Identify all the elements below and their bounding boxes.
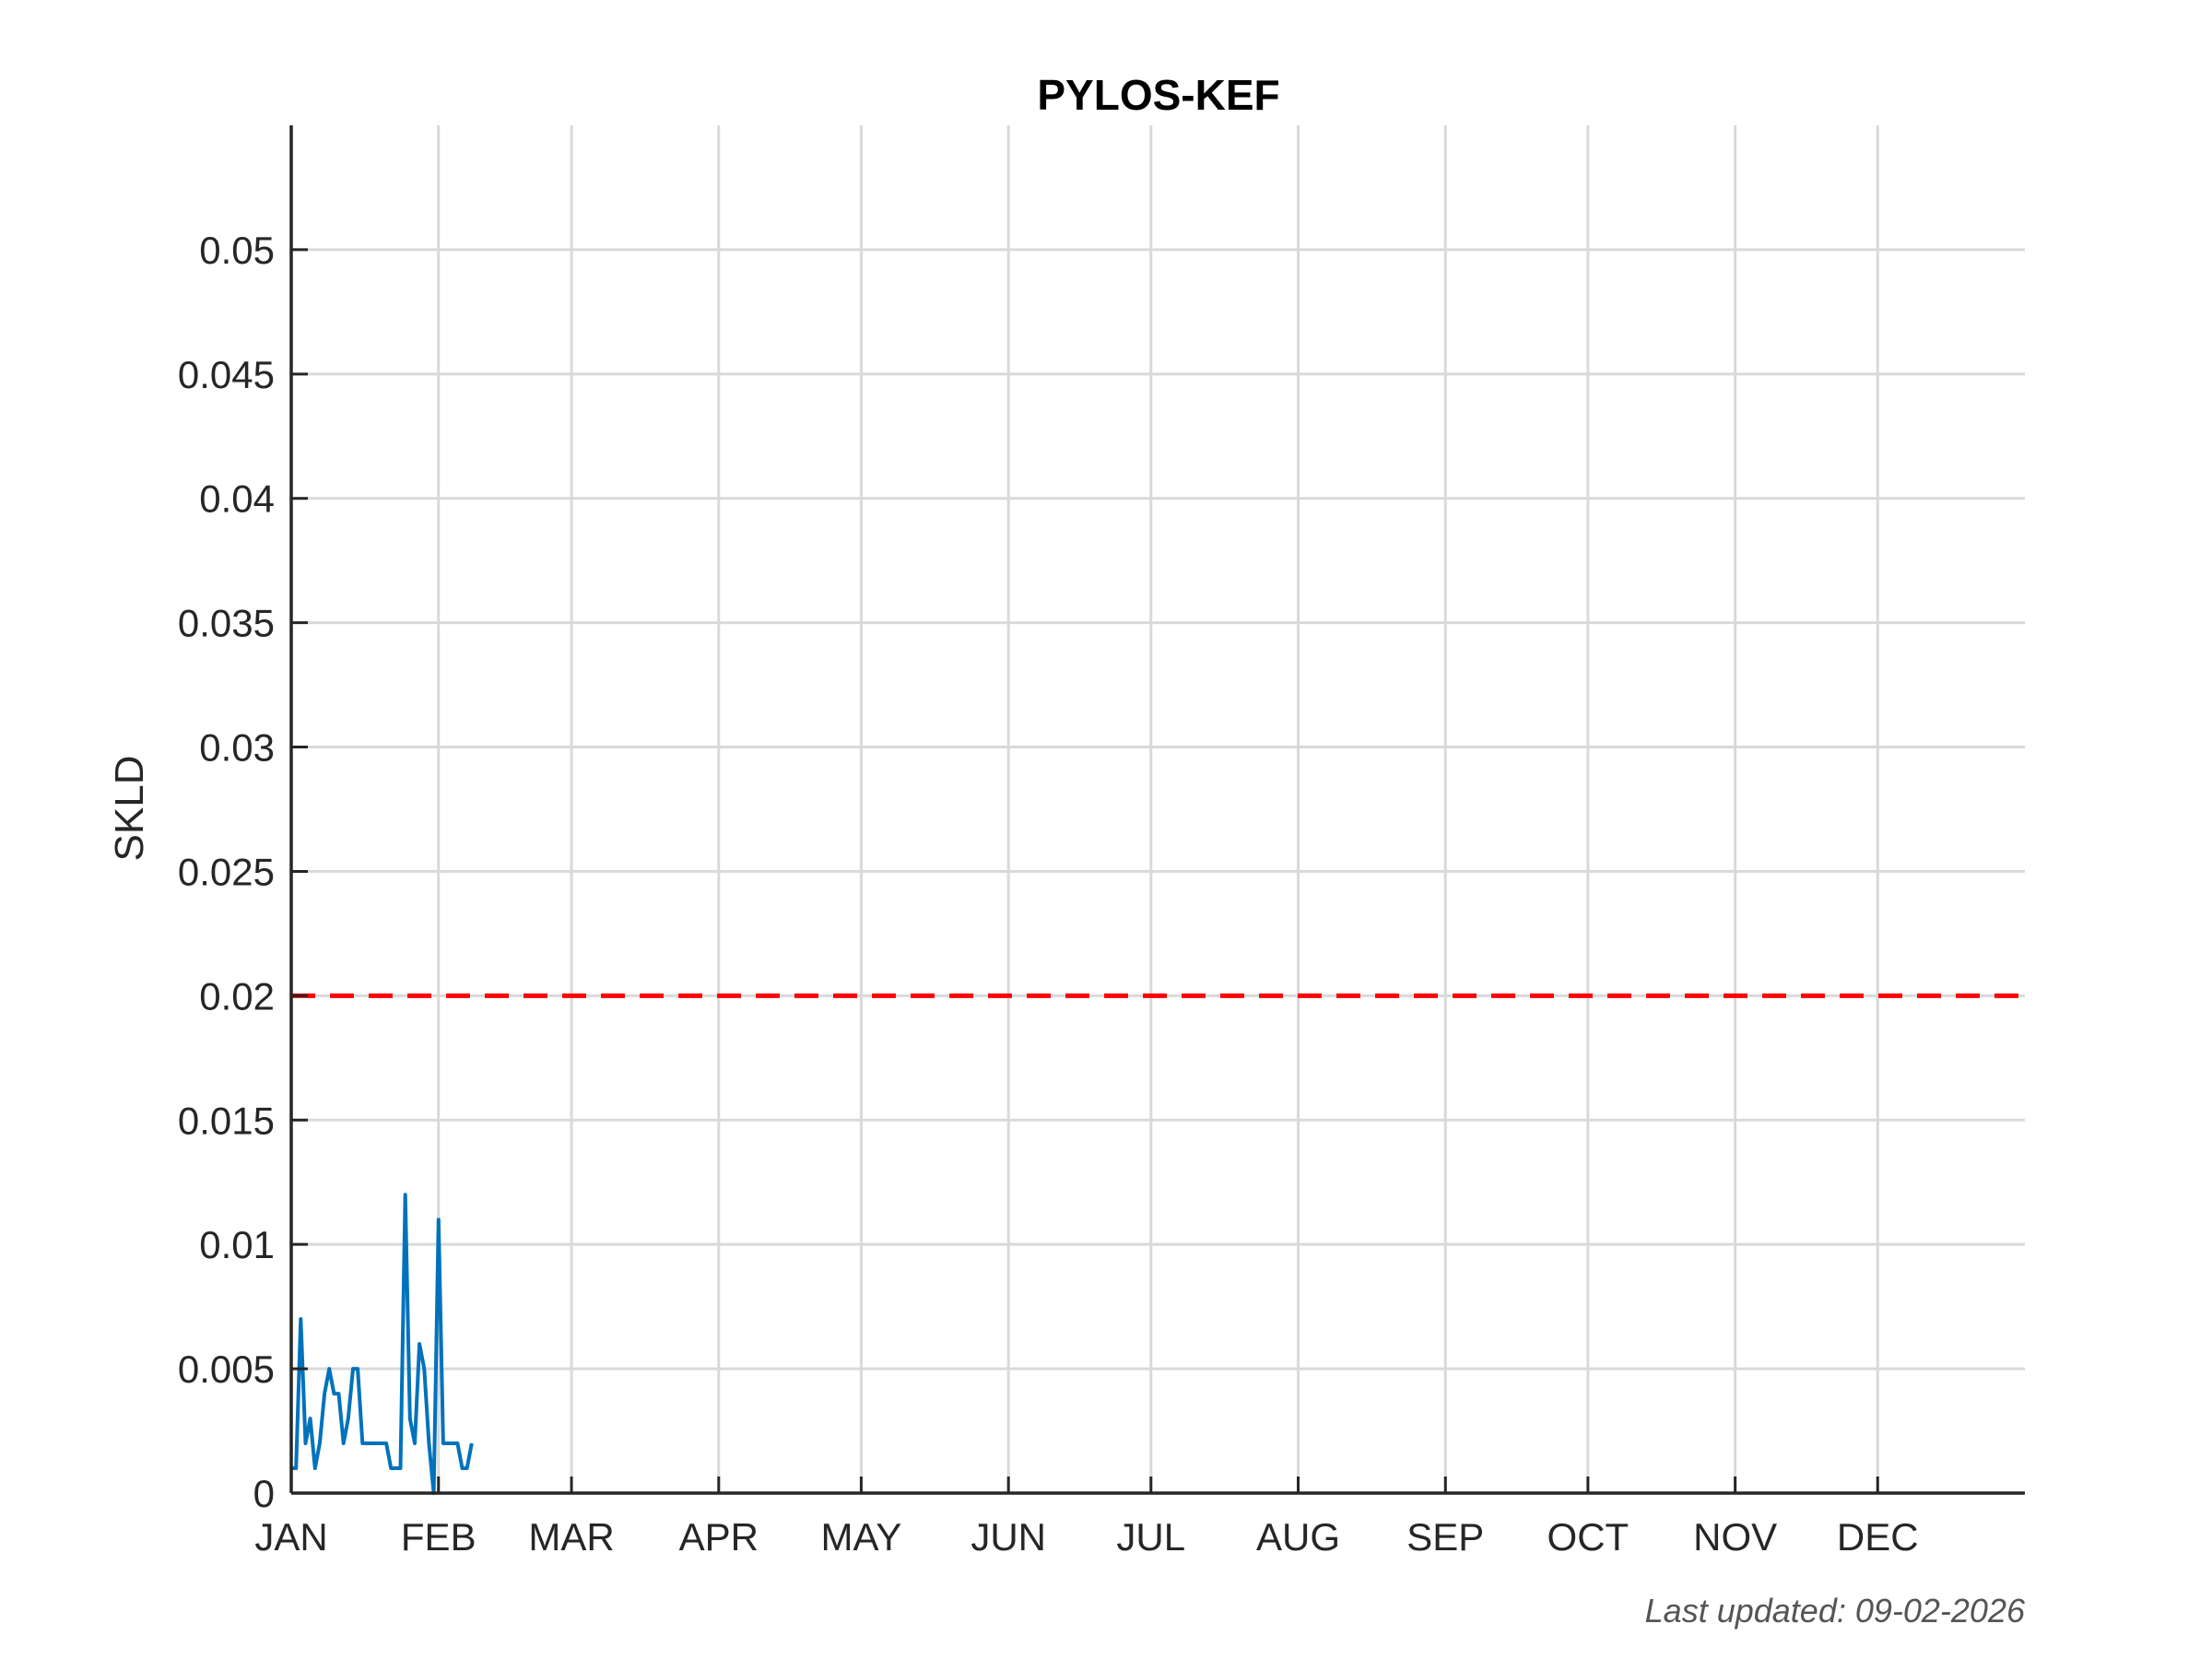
y-tick-label-6: 0.03 xyxy=(199,726,275,770)
y-tick-label-9: 0.045 xyxy=(178,353,275,396)
x-tick-label-jan: JAN xyxy=(254,1515,327,1559)
y-tick-label-1: 0.005 xyxy=(178,1347,275,1391)
x-tick-label-aug: AUG xyxy=(1256,1515,1340,1559)
last-updated-text: Last updated: 09-02-2026 xyxy=(1645,1592,2026,1630)
ticks: JAN FEB MAR APR MAY JUN JUL AUG SEP OCT NOV DEC 0 0.0… xyxy=(178,229,1919,1559)
y-tick-label-0: 0 xyxy=(253,1472,275,1515)
x-tick-label-jul: JUL xyxy=(1116,1515,1185,1559)
y-tick-label-2: 0.01 xyxy=(199,1223,275,1266)
y-tick-label-3: 0.015 xyxy=(178,1099,275,1142)
x-tick-label-dec: DEC xyxy=(1837,1515,1919,1559)
x-tick-label-apr: APR xyxy=(679,1515,759,1559)
x-tick-label-nov: NOV xyxy=(1693,1515,1777,1559)
y-tick-label-5: 0.025 xyxy=(178,850,275,893)
y-tick-label-10: 0.05 xyxy=(199,229,275,272)
y-tick-label-7: 0.035 xyxy=(178,602,275,645)
x-tick-label-feb: FEB xyxy=(401,1515,477,1559)
y-tick-label-4: 0.02 xyxy=(199,974,275,1018)
y-tick-label-8: 0.04 xyxy=(199,477,275,521)
x-tick-label-oct: OCT xyxy=(1547,1515,1630,1559)
series-layer xyxy=(291,1193,474,1495)
x-tick-label-jun: JUN xyxy=(971,1515,1046,1559)
series-line-0 xyxy=(291,1193,474,1495)
x-tick-label-mar: MAR xyxy=(528,1515,614,1559)
chart-title: PYLOS-KEF xyxy=(1037,71,1279,119)
x-tick-label-sep: SEP xyxy=(1406,1515,1484,1559)
x-tick-label-may: MAY xyxy=(820,1515,901,1559)
y-axis-label: SKLD xyxy=(107,756,152,862)
